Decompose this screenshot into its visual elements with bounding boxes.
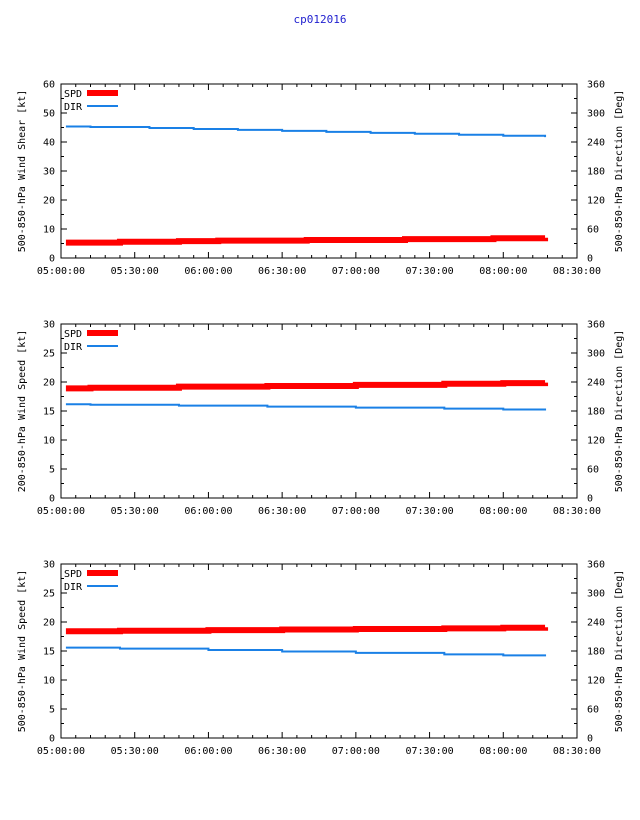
dir-series-line: [65, 646, 547, 657]
x-tick-label: 05:00:00: [37, 266, 85, 277]
legend-label-spd: SPD: [64, 89, 82, 100]
y2-tick-label: 360: [587, 320, 605, 331]
y-tick-label: 0: [49, 734, 55, 745]
x-tick-label: 07:00:00: [332, 266, 380, 277]
y2-axis-title: 500-850-hPa Direction [Deg]: [614, 330, 625, 493]
y-tick-label: 0: [49, 254, 55, 265]
y-tick-label: 20: [43, 378, 55, 389]
y2-axis-title: 500-850-hPa Direction [Deg]: [614, 570, 625, 733]
x-tick-label: 07:30:00: [405, 746, 453, 757]
y-tick-label: 50: [43, 109, 55, 120]
y-tick-label: 40: [43, 138, 55, 149]
x-tick-label: 05:30:00: [111, 746, 159, 757]
spd-series-line: [65, 235, 549, 246]
y2-tick-label: 180: [587, 647, 605, 658]
dir-series-line: [65, 125, 547, 138]
y-tick-label: 30: [43, 320, 55, 331]
y-tick-label: 10: [43, 225, 55, 236]
y2-tick-label: 240: [587, 378, 605, 389]
x-tick-label: 05:30:00: [111, 266, 159, 277]
y2-tick-label: 0: [587, 734, 593, 745]
legend-label-dir: DIR: [64, 342, 83, 353]
x-tick-label: 06:30:00: [258, 746, 306, 757]
plot-frame-2: [60, 323, 578, 499]
x-tick-label: 08:00:00: [479, 266, 527, 277]
chart-title: cp012016: [293, 13, 347, 26]
x-tick-label: 07:30:00: [405, 266, 453, 277]
spd-series-line: [65, 380, 549, 392]
y2-tick-label: 180: [587, 407, 605, 418]
dir-series-line: [65, 403, 547, 411]
x-tick-label: 06:00:00: [184, 506, 232, 517]
spd-series-line: [65, 624, 549, 635]
y-tick-label: 60: [43, 80, 55, 91]
y2-tick-label: 300: [587, 349, 605, 360]
x-tick-label: 06:00:00: [184, 266, 232, 277]
legend-label-spd: SPD: [64, 329, 82, 340]
y-tick-label: 30: [43, 167, 55, 178]
y-tick-label: 15: [43, 647, 55, 658]
y-tick-label: 5: [49, 465, 55, 476]
y-tick-label: 30: [43, 560, 55, 571]
y-tick-label: 25: [43, 349, 55, 360]
y2-tick-label: 120: [587, 436, 605, 447]
y2-tick-label: 180: [587, 167, 605, 178]
x-tick-label: 05:30:00: [111, 506, 159, 517]
y2-tick-label: 0: [587, 254, 593, 265]
x-tick-label: 08:30:00: [553, 266, 601, 277]
y-tick-label: 10: [43, 436, 55, 447]
x-tick-label: 05:00:00: [37, 746, 85, 757]
legend-label-dir: DIR: [64, 102, 83, 113]
y-axis-title: 200-850-hPa Wind Speed [kt]: [17, 330, 28, 493]
y2-tick-label: 120: [587, 676, 605, 687]
y2-tick-label: 0: [587, 494, 593, 505]
y2-tick-label: 240: [587, 618, 605, 629]
x-tick-label: 06:30:00: [258, 266, 306, 277]
x-tick-label: 08:30:00: [553, 506, 601, 517]
x-tick-label: 08:00:00: [479, 506, 527, 517]
y-tick-label: 20: [43, 618, 55, 629]
y-tick-label: 10: [43, 676, 55, 687]
x-tick-label: 06:00:00: [184, 746, 232, 757]
x-tick-label: 08:30:00: [553, 746, 601, 757]
x-tick-label: 05:00:00: [37, 506, 85, 517]
x-tick-label: 07:00:00: [332, 746, 380, 757]
y2-tick-label: 300: [587, 589, 605, 600]
y-axis-title: 500-850-hPa Wind Shear [kt]: [17, 90, 28, 253]
y2-axis-title: 500-850-hPa Direction [Deg]: [614, 90, 625, 253]
y2-tick-label: 360: [587, 80, 605, 91]
plot-frame-1: [60, 83, 578, 259]
y-tick-label: 5: [49, 705, 55, 716]
x-tick-label: 08:00:00: [479, 746, 527, 757]
y2-tick-label: 240: [587, 138, 605, 149]
y-tick-label: 25: [43, 589, 55, 600]
y-axis-title: 500-850-hPa Wind Speed [kt]: [17, 570, 28, 733]
x-tick-label: 07:30:00: [405, 506, 453, 517]
y2-tick-label: 60: [587, 705, 599, 716]
legend-label-dir: DIR: [64, 582, 83, 593]
y-tick-label: 20: [43, 196, 55, 207]
x-tick-label: 06:30:00: [258, 506, 306, 517]
y2-tick-label: 120: [587, 196, 605, 207]
y2-tick-label: 360: [587, 560, 605, 571]
y2-tick-label: 300: [587, 109, 605, 120]
y-tick-label: 15: [43, 407, 55, 418]
y-tick-label: 0: [49, 494, 55, 505]
x-tick-label: 07:00:00: [332, 506, 380, 517]
legend-label-spd: SPD: [64, 569, 82, 580]
y2-tick-label: 60: [587, 465, 599, 476]
y2-tick-label: 60: [587, 225, 599, 236]
